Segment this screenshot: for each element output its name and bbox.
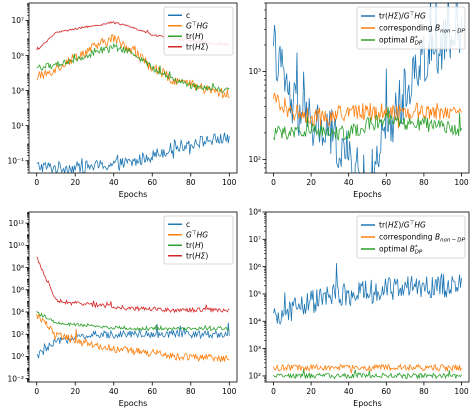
series-line-4 — [36, 256, 230, 314]
series-line-3 — [273, 107, 462, 142]
x-tick-label: 0 — [34, 387, 39, 396]
x-tick-label: 100 — [222, 387, 237, 396]
series-line-2 — [36, 313, 230, 363]
axes-frame — [265, 2, 470, 174]
x-tick-label: 40 — [344, 178, 354, 187]
y-tick-label: 10⁶ — [11, 285, 24, 294]
legend: cG⊤HG tr(H)tr(HΣ) — [163, 6, 234, 56]
x-tick-label: 80 — [186, 387, 196, 396]
x-axis-label: Epochs — [119, 399, 148, 408]
legend: tr(HΣ)/G⊤HG corresponding Bnon − DPoptima… — [356, 6, 466, 50]
x-tick-label: 80 — [419, 178, 429, 187]
x-tick-label: 60 — [147, 178, 157, 187]
legend-box — [356, 6, 466, 50]
legend-label: G⊤HG — [186, 21, 208, 30]
y-tick-label: 10⁰ — [11, 352, 24, 361]
y-tick-label: 10⁷ — [248, 235, 261, 244]
chart-panel-2: 0 20 40 60 80 100 10² 10³ Epochs tr(HΣ)/G⊤HG corre… — [248, 2, 470, 199]
chart-panel-3: 0 20 40 60 80 100 10⁻² 10⁰ 10² 10⁴ 10⁶ 10⁸ 10¹⁰ 10¹² E… — [7, 211, 238, 408]
y-tick-label: 10³ — [248, 67, 261, 76]
y-tick-label: 10⁸ — [248, 208, 261, 217]
series-line-2 — [273, 92, 462, 129]
legend-label: G⊤HG — [186, 230, 208, 239]
y-tick-label: 10¹ — [11, 121, 24, 130]
legend-label: tr(HΣ)/G⊤HG — [379, 221, 426, 230]
y-tick-label: 10⁷ — [11, 16, 24, 25]
legend-box — [163, 6, 234, 56]
x-axis-label: Epochs — [353, 190, 382, 199]
x-tick-label: 20 — [70, 178, 80, 187]
legend-box — [356, 215, 466, 259]
y-tick-label: 10¹² — [8, 219, 24, 228]
y-tick-label: 10² — [11, 330, 24, 339]
y-tick-label: 10⁶ — [248, 262, 261, 271]
legend-label: corresponding Bnon − DP — [379, 233, 465, 244]
legend-box — [163, 215, 234, 265]
legend-label: c — [186, 11, 190, 20]
y-tick-label: 10⁻² — [7, 374, 24, 383]
x-tick-label: 0 — [34, 178, 39, 187]
series-line-3 — [36, 42, 230, 93]
x-tick-label: 100 — [222, 178, 237, 187]
x-tick-label: 80 — [419, 387, 429, 396]
series-line-1 — [36, 132, 230, 173]
x-tick-label: 40 — [109, 178, 119, 187]
legend-label: tr(H) — [186, 241, 204, 250]
y-tick-label: 10¹⁰ — [8, 241, 24, 250]
series-line-3 — [36, 310, 230, 332]
legend-label: tr(HΣ) — [186, 42, 208, 51]
x-axis-label: Epochs — [119, 190, 148, 199]
legend-label: tr(HΣ) — [186, 251, 208, 260]
y-tick-label: 10⁴ — [248, 317, 261, 326]
axes-frame — [28, 211, 238, 383]
chart-panel-1: 0 20 40 60 80 100 10⁻¹ 10¹ 10³ 10⁵ 10⁷ Epochs cG⊤HG t… — [7, 2, 238, 199]
legend: cG⊤HG tr(H)tr(HΣ) — [163, 215, 234, 265]
x-tick-label: 20 — [306, 178, 316, 187]
legend-label: optimal B* DP — [379, 36, 423, 47]
y-tick-label: 10³ — [11, 86, 24, 95]
legend-label: corresponding Bnon − DP — [379, 24, 465, 35]
legend-label: tr(H) — [186, 32, 204, 41]
x-tick-label: 100 — [454, 178, 469, 187]
x-tick-label: 100 — [454, 387, 469, 396]
x-axis-label: Epochs — [353, 399, 382, 408]
x-tick-label: 40 — [109, 387, 119, 396]
x-tick-label: 0 — [271, 178, 276, 187]
axes-frame — [265, 211, 470, 383]
series-line-1 — [273, 263, 462, 326]
x-tick-label: 80 — [186, 178, 196, 187]
legend-label: tr(HΣ)/G⊤HG — [379, 12, 426, 21]
y-tick-label: 10³ — [248, 344, 261, 353]
x-tick-label: 60 — [382, 387, 392, 396]
series-line-3 — [273, 369, 462, 380]
y-tick-label: 10⁴ — [11, 308, 24, 317]
x-tick-label: 40 — [344, 387, 354, 396]
legend-label: c — [186, 220, 190, 229]
y-tick-label: 10⁵ — [11, 51, 24, 60]
y-tick-label: 10² — [248, 155, 261, 164]
y-tick-label: 10⁵ — [248, 290, 261, 299]
x-tick-label: 60 — [147, 387, 157, 396]
x-tick-label: 20 — [306, 387, 316, 396]
chart-panel-4: 0 20 40 60 80 100 10² 10³ 10⁴ 10⁵ 10⁶ 10⁷ 10⁸ Epochs t… — [248, 208, 470, 408]
series-line-2 — [273, 363, 462, 375]
y-tick-label: 10² — [248, 372, 261, 381]
y-tick-label: 10⁻¹ — [7, 156, 24, 165]
x-tick-label: 20 — [70, 387, 80, 396]
legend-label: optimal B* DP — [379, 245, 423, 256]
x-tick-label: 0 — [271, 387, 276, 396]
y-tick-label: 10⁸ — [11, 263, 24, 272]
axes-frame — [28, 2, 238, 174]
legend: tr(HΣ)/G⊤HG corresponding Bnon − DPoptima… — [356, 215, 466, 259]
x-tick-label: 60 — [382, 178, 392, 187]
